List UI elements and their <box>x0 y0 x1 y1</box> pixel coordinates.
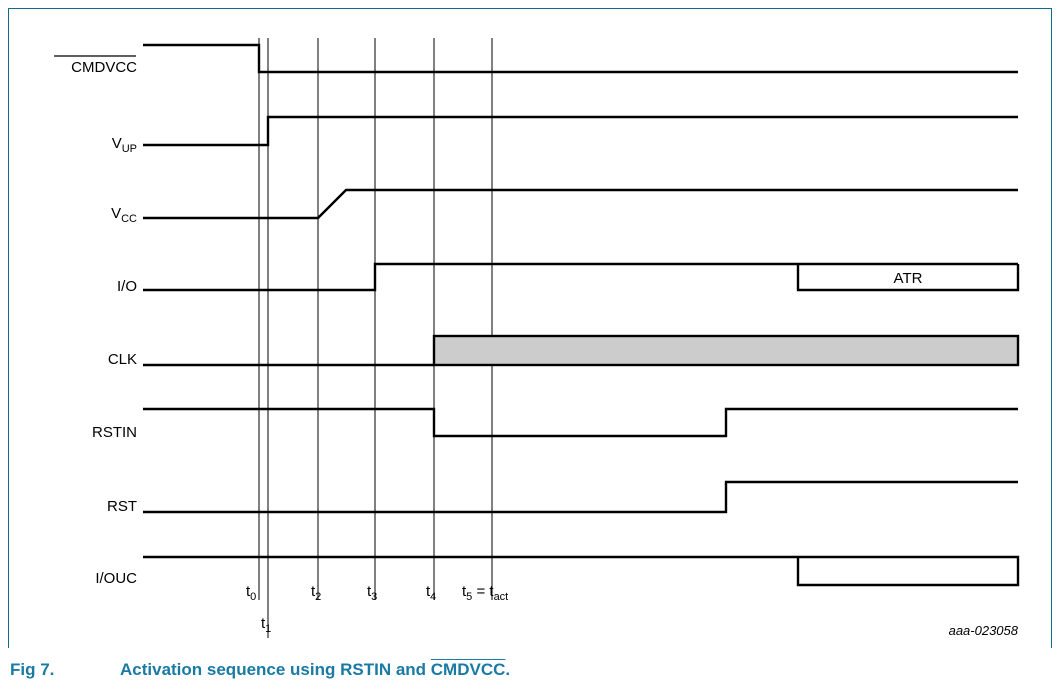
signal-labels: CMDVCC VUP VCC I/O CLK RSTIN RST I/OUC <box>54 55 137 587</box>
timing-diagram: CMDVCC VUP VCC I/O CLK RSTIN RST I/OUC A… <box>54 38 1020 638</box>
caption-period: . <box>505 660 511 679</box>
figure-number: Fig 7. <box>10 660 55 679</box>
signal-label-io: I/O <box>117 278 137 295</box>
reference-code: aaa-023058 <box>949 623 1019 638</box>
waveform-vcc <box>143 188 1018 220</box>
waveform-iouc <box>143 555 1020 587</box>
signal-label-rst: RST <box>107 498 137 515</box>
waveform-clk-active-region <box>432 334 1020 367</box>
waveform-rst <box>143 480 1018 514</box>
signal-label-vcc: VCC <box>111 205 137 225</box>
signal-label-vup: VUP <box>112 135 137 155</box>
caption-overlined-text: CMDVCC <box>430 660 506 679</box>
signal-label-clk: CLK <box>108 351 137 368</box>
waveforms: ATR <box>143 43 1020 587</box>
io-atr-label: ATR <box>894 270 923 287</box>
time-marker-t2: t2 <box>311 583 321 603</box>
waveform-rstin <box>143 407 1018 438</box>
waveform-cmdvcc <box>143 43 1018 74</box>
time-marker-t4: t4 <box>426 583 436 603</box>
waveform-vup <box>143 115 1018 147</box>
time-marker-t1: t1 <box>261 615 271 635</box>
signal-label-rstin: RSTIN <box>92 424 137 441</box>
time-marker-t3: t3 <box>367 583 377 603</box>
time-markers: t0 t1 t2 t3 t4 t5 = tact <box>246 583 508 635</box>
figure-frame <box>8 8 1052 648</box>
waveform-io-atr-segment <box>796 264 1020 292</box>
time-marker-t5: t5 = tact <box>462 583 508 603</box>
signal-label-iouc: I/OUC <box>95 570 137 587</box>
caption-text: Activation sequence using RSTIN and <box>120 660 431 679</box>
signal-label-cmdvcc: CMDVCC <box>71 59 137 76</box>
figure-caption: Fig 7. Activation sequence using RSTIN an… <box>10 660 510 680</box>
waveform-io <box>143 262 1018 292</box>
time-marker-t0: t0 <box>246 583 256 603</box>
